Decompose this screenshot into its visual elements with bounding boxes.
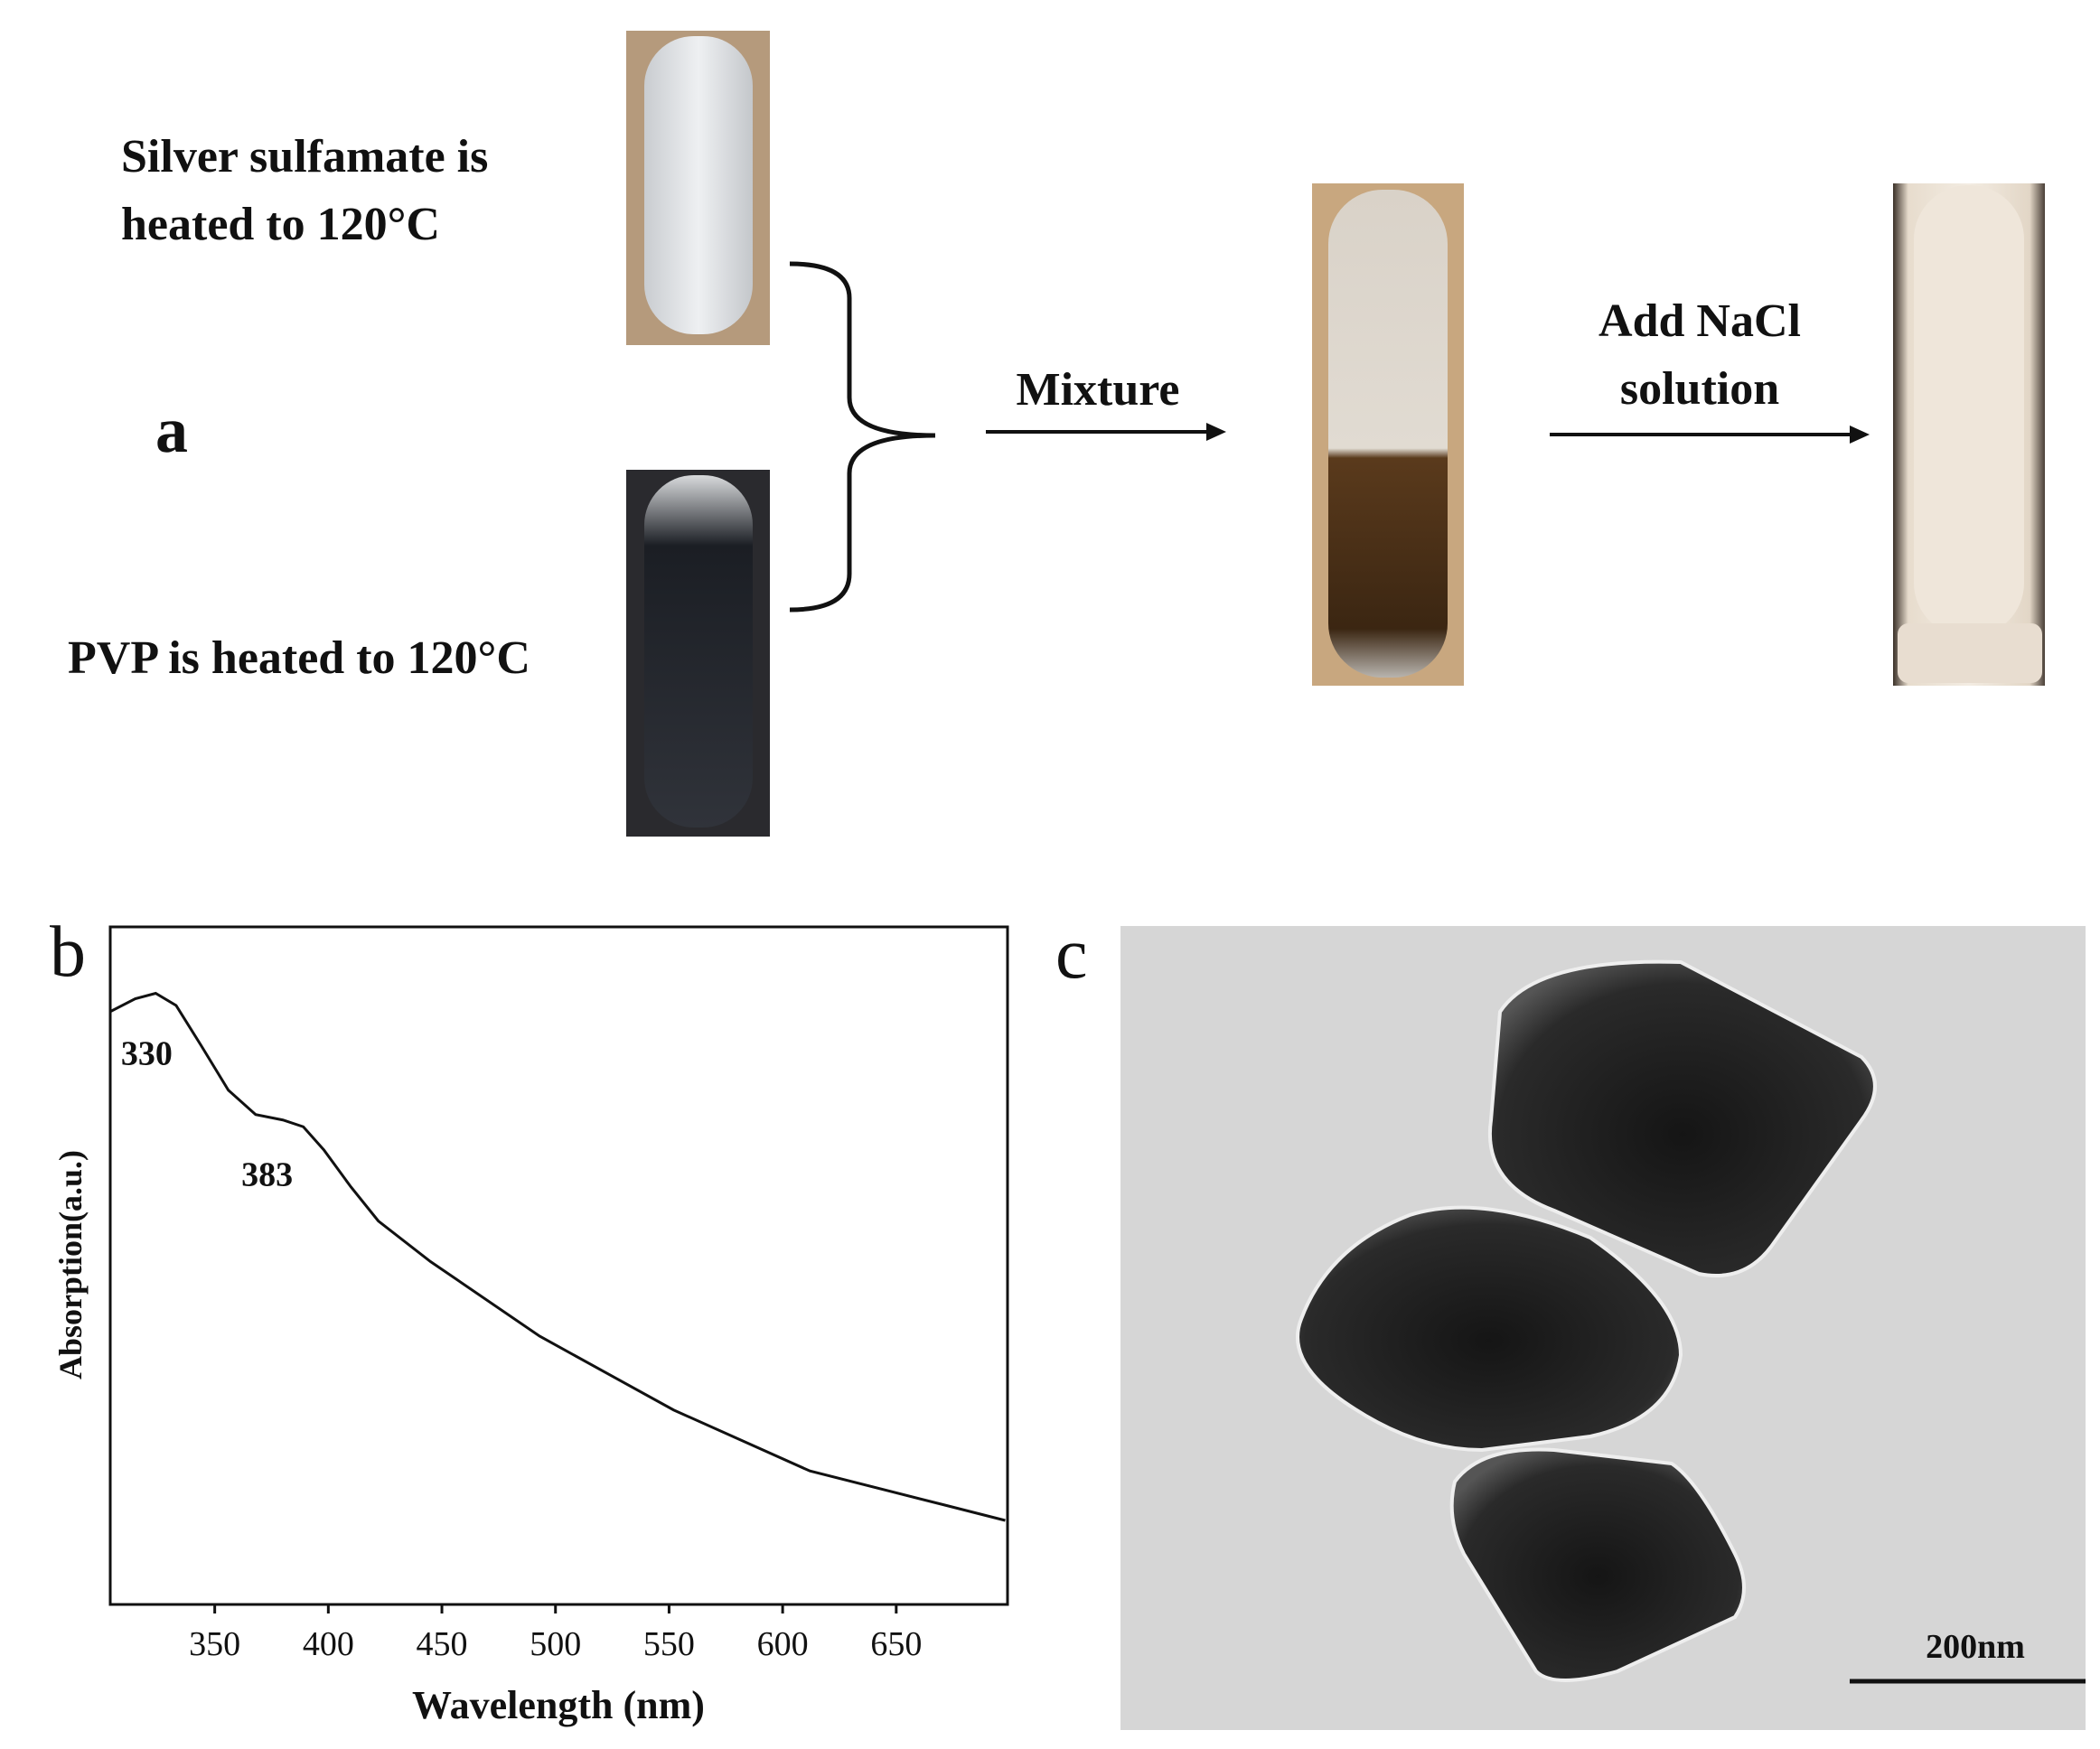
- arrow-head: [1850, 426, 1870, 444]
- tube: [1914, 185, 2024, 637]
- step-text: heated to 120°C: [121, 199, 440, 250]
- arrow-label: solution: [1620, 363, 1779, 415]
- x-tick-label: 450: [417, 1625, 468, 1663]
- particle: [1487, 959, 1877, 1277]
- panel-label: c: [1055, 914, 1088, 994]
- x-tick-label: 400: [303, 1625, 354, 1663]
- brace: [789, 261, 936, 613]
- panel-b: b Wavelength (nm) Absorption(a.u.) 350 40…: [50, 912, 1009, 1727]
- plot-frame: [108, 925, 1009, 1606]
- line: [109, 991, 1006, 1522]
- step-text: Silver sulfamate is: [121, 131, 488, 182]
- x-tick-label: 500: [530, 1625, 581, 1663]
- x-tick-label: 350: [189, 1625, 240, 1663]
- peak-label: 383: [241, 1155, 293, 1193]
- panel-label: a: [155, 394, 188, 466]
- arrow-label: Add NaCl: [1598, 295, 1801, 347]
- tube-cap: [1898, 623, 2042, 683]
- panel-a: a Silver sulfamate is heated to 120°C PV…: [68, 31, 2045, 837]
- scale-bar-label: 200nm: [1926, 1628, 2025, 1666]
- tube: [644, 36, 753, 334]
- y-axis-label: Absorption(a.u.): [52, 1150, 89, 1380]
- x-axis-label: Wavelength (nm): [412, 1683, 705, 1727]
- peak-label: 330: [121, 1035, 173, 1073]
- particle: [1449, 1447, 1746, 1682]
- tube: [1328, 190, 1448, 678]
- panel-label: b: [50, 912, 86, 992]
- x-tick-label: 650: [870, 1625, 922, 1663]
- arrow-head: [1206, 423, 1226, 441]
- x-tick-label: 600: [757, 1625, 809, 1663]
- step-text: PVP is heated to 120°C: [68, 632, 530, 684]
- arrow-label: Mixture: [1017, 364, 1180, 416]
- tube: [644, 475, 753, 828]
- x-tick-label: 550: [643, 1625, 695, 1663]
- panel-c: c 200nm: [1055, 914, 2086, 1730]
- particle: [1296, 1205, 1683, 1453]
